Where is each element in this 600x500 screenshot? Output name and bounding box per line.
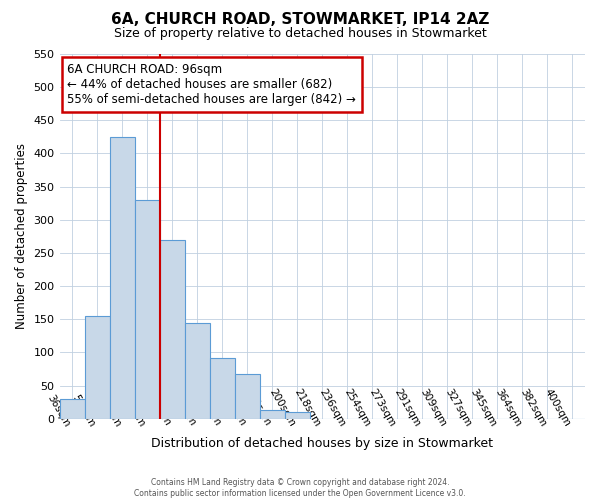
Bar — [260, 410, 285, 419]
Bar — [59, 399, 85, 419]
Bar — [110, 137, 134, 419]
X-axis label: Distribution of detached houses by size in Stowmarket: Distribution of detached houses by size … — [151, 437, 493, 450]
Bar — [85, 316, 110, 419]
Bar — [209, 358, 235, 419]
Bar — [160, 240, 185, 419]
Bar — [185, 322, 209, 419]
Y-axis label: Number of detached properties: Number of detached properties — [15, 144, 28, 330]
Text: 6A, CHURCH ROAD, STOWMARKET, IP14 2AZ: 6A, CHURCH ROAD, STOWMARKET, IP14 2AZ — [111, 12, 489, 28]
Text: Size of property relative to detached houses in Stowmarket: Size of property relative to detached ho… — [113, 28, 487, 40]
Bar — [235, 374, 260, 419]
Text: 6A CHURCH ROAD: 96sqm
← 44% of detached houses are smaller (682)
55% of semi-det: 6A CHURCH ROAD: 96sqm ← 44% of detached … — [67, 63, 356, 106]
Bar — [285, 412, 310, 419]
Bar — [134, 200, 160, 419]
Text: Contains HM Land Registry data © Crown copyright and database right 2024.
Contai: Contains HM Land Registry data © Crown c… — [134, 478, 466, 498]
